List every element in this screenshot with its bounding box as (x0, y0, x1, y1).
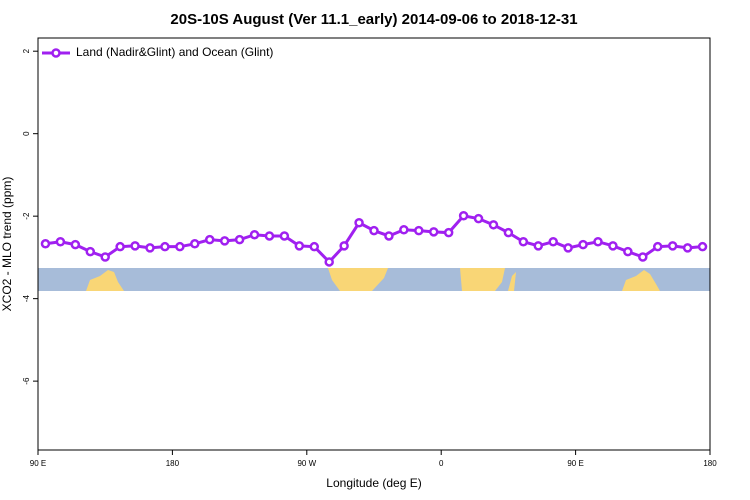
y-tick-label: -4 (22, 295, 31, 303)
data-point (548, 236, 558, 247)
y-tick-label: 2 (22, 48, 31, 53)
data-line (45, 214, 703, 265)
data-point (309, 241, 320, 252)
data-point (204, 234, 215, 245)
data-point (190, 239, 200, 249)
data-point (70, 239, 81, 250)
data-point (85, 246, 96, 257)
data-point (294, 241, 305, 251)
data-point (488, 220, 499, 230)
data-point (533, 241, 544, 251)
plot-frame (37, 37, 711, 451)
data-point (234, 234, 245, 245)
data-point (682, 243, 693, 253)
y-tick-label: 0 (22, 131, 31, 136)
data-point (115, 241, 125, 252)
y-axis-label: XCO2 - MLO trend (ppm) (0, 177, 14, 312)
x-tick-label: 90 E (567, 459, 583, 468)
legend-marker (51, 48, 61, 58)
data-point (175, 241, 185, 252)
data-point (55, 236, 66, 247)
data-point (578, 239, 588, 250)
data-point (608, 241, 618, 251)
data-point (354, 218, 364, 228)
x-axis-label: Longitude (deg E) (326, 476, 421, 490)
data-point (473, 213, 484, 224)
data-point (563, 243, 573, 253)
x-tick-label: 180 (703, 459, 717, 468)
chart-title: 20S-10S August (Ver 11.1_early) 2014-09-… (170, 11, 577, 28)
data-point (399, 225, 409, 235)
data-point (414, 225, 424, 236)
data-point (249, 229, 260, 240)
x-tick-label: 90 W (297, 459, 316, 468)
data-point (369, 225, 379, 236)
data-point (339, 241, 349, 251)
data-point (518, 236, 529, 247)
data-point (324, 257, 334, 267)
map-strip (38, 268, 710, 291)
data-point (100, 252, 110, 262)
data-point (593, 236, 603, 247)
data-point (40, 239, 51, 249)
data-point (264, 231, 275, 241)
data-point (279, 231, 290, 241)
data-point (384, 231, 394, 241)
data-point (443, 227, 454, 238)
x-tick-label: 0 (439, 459, 444, 468)
y-tick-label: -6 (22, 377, 31, 385)
data-point (219, 236, 230, 246)
data-point (160, 241, 170, 252)
data-point (638, 252, 648, 262)
data-point (667, 241, 678, 251)
data-point (145, 243, 155, 253)
y-tick-label: -2 (22, 212, 31, 220)
legend-label: Land (Nadir&Glint) and Ocean (Glint) (76, 45, 273, 59)
data-point (458, 210, 469, 221)
data-point (623, 246, 633, 257)
data-point (428, 227, 439, 237)
data-point (503, 227, 514, 238)
data-point (130, 241, 140, 251)
data-point (652, 241, 663, 252)
x-tick-label: 180 (166, 459, 180, 468)
x-tick-label: 90 E (30, 459, 46, 468)
data-point (697, 241, 708, 252)
